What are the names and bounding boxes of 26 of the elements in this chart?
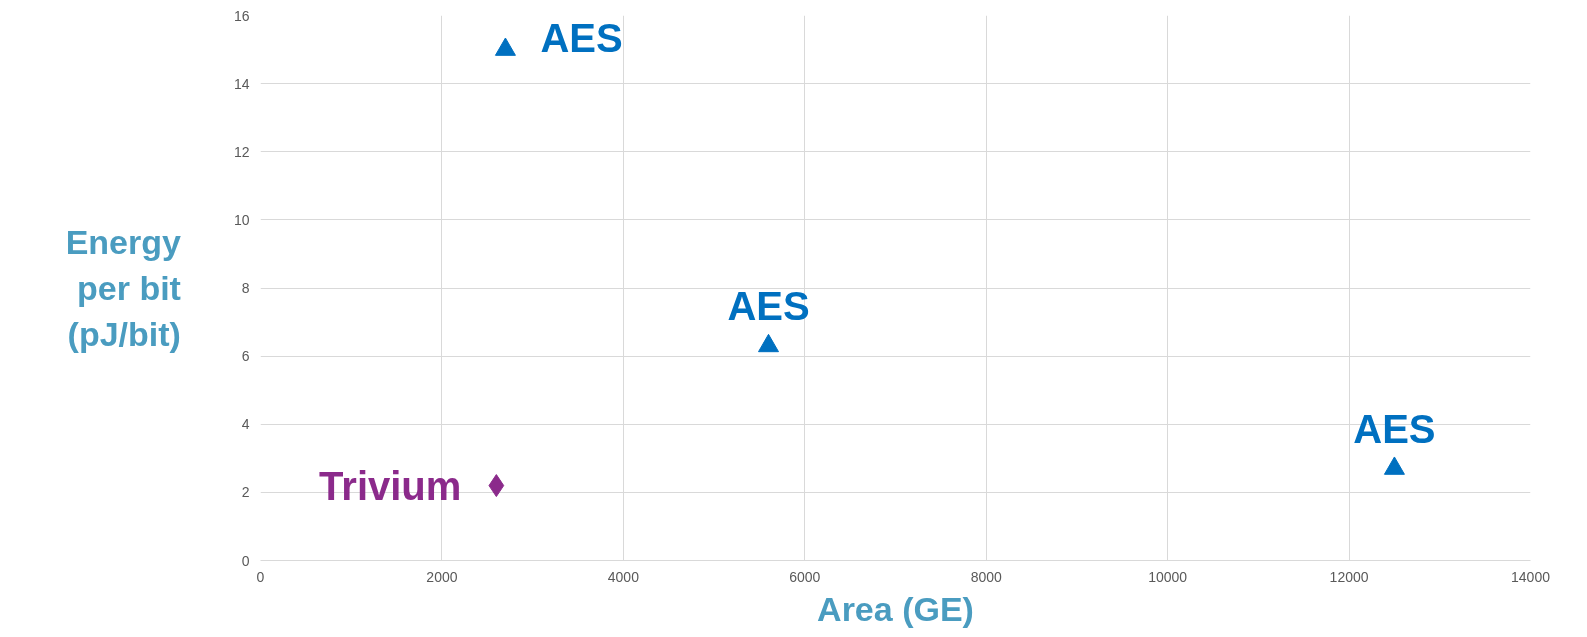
point xyxy=(494,37,516,56)
point xyxy=(758,333,779,353)
y-tick-label: 14 xyxy=(233,75,250,92)
x-tick-label: 0 xyxy=(256,568,265,585)
text: AES xyxy=(1353,406,1436,451)
y-tick-label: 4 xyxy=(241,416,250,433)
y-tick-label: 12 xyxy=(233,143,250,160)
series-label: Trivium xyxy=(319,463,462,508)
x-tick-label: 12000 xyxy=(1329,568,1369,585)
x-tick-label: 14000 xyxy=(1511,568,1551,585)
point xyxy=(1383,456,1405,475)
x-tick-label: 8000 xyxy=(970,568,1002,585)
y-axis-title: Energy per bit (pJ/bit) xyxy=(65,223,182,353)
x-tick-label: 10000 xyxy=(1148,568,1188,585)
x-tick-label: 4000 xyxy=(607,568,640,585)
x-tick-label: 2000 xyxy=(426,568,458,585)
y-tick-label: 10 xyxy=(233,211,250,228)
x-axis-title: Area (GE) xyxy=(817,589,974,628)
y-tick-label: 6 xyxy=(241,348,250,365)
series-label: AES xyxy=(540,15,623,60)
y-tick-label: 2 xyxy=(241,484,250,501)
y-tick-label: 0 xyxy=(241,552,250,569)
text: AES xyxy=(727,283,810,328)
x-tick-label: 6000 xyxy=(789,568,821,585)
y-tick-label: 16 xyxy=(233,7,250,24)
y-tick-label: 8 xyxy=(241,280,250,296)
